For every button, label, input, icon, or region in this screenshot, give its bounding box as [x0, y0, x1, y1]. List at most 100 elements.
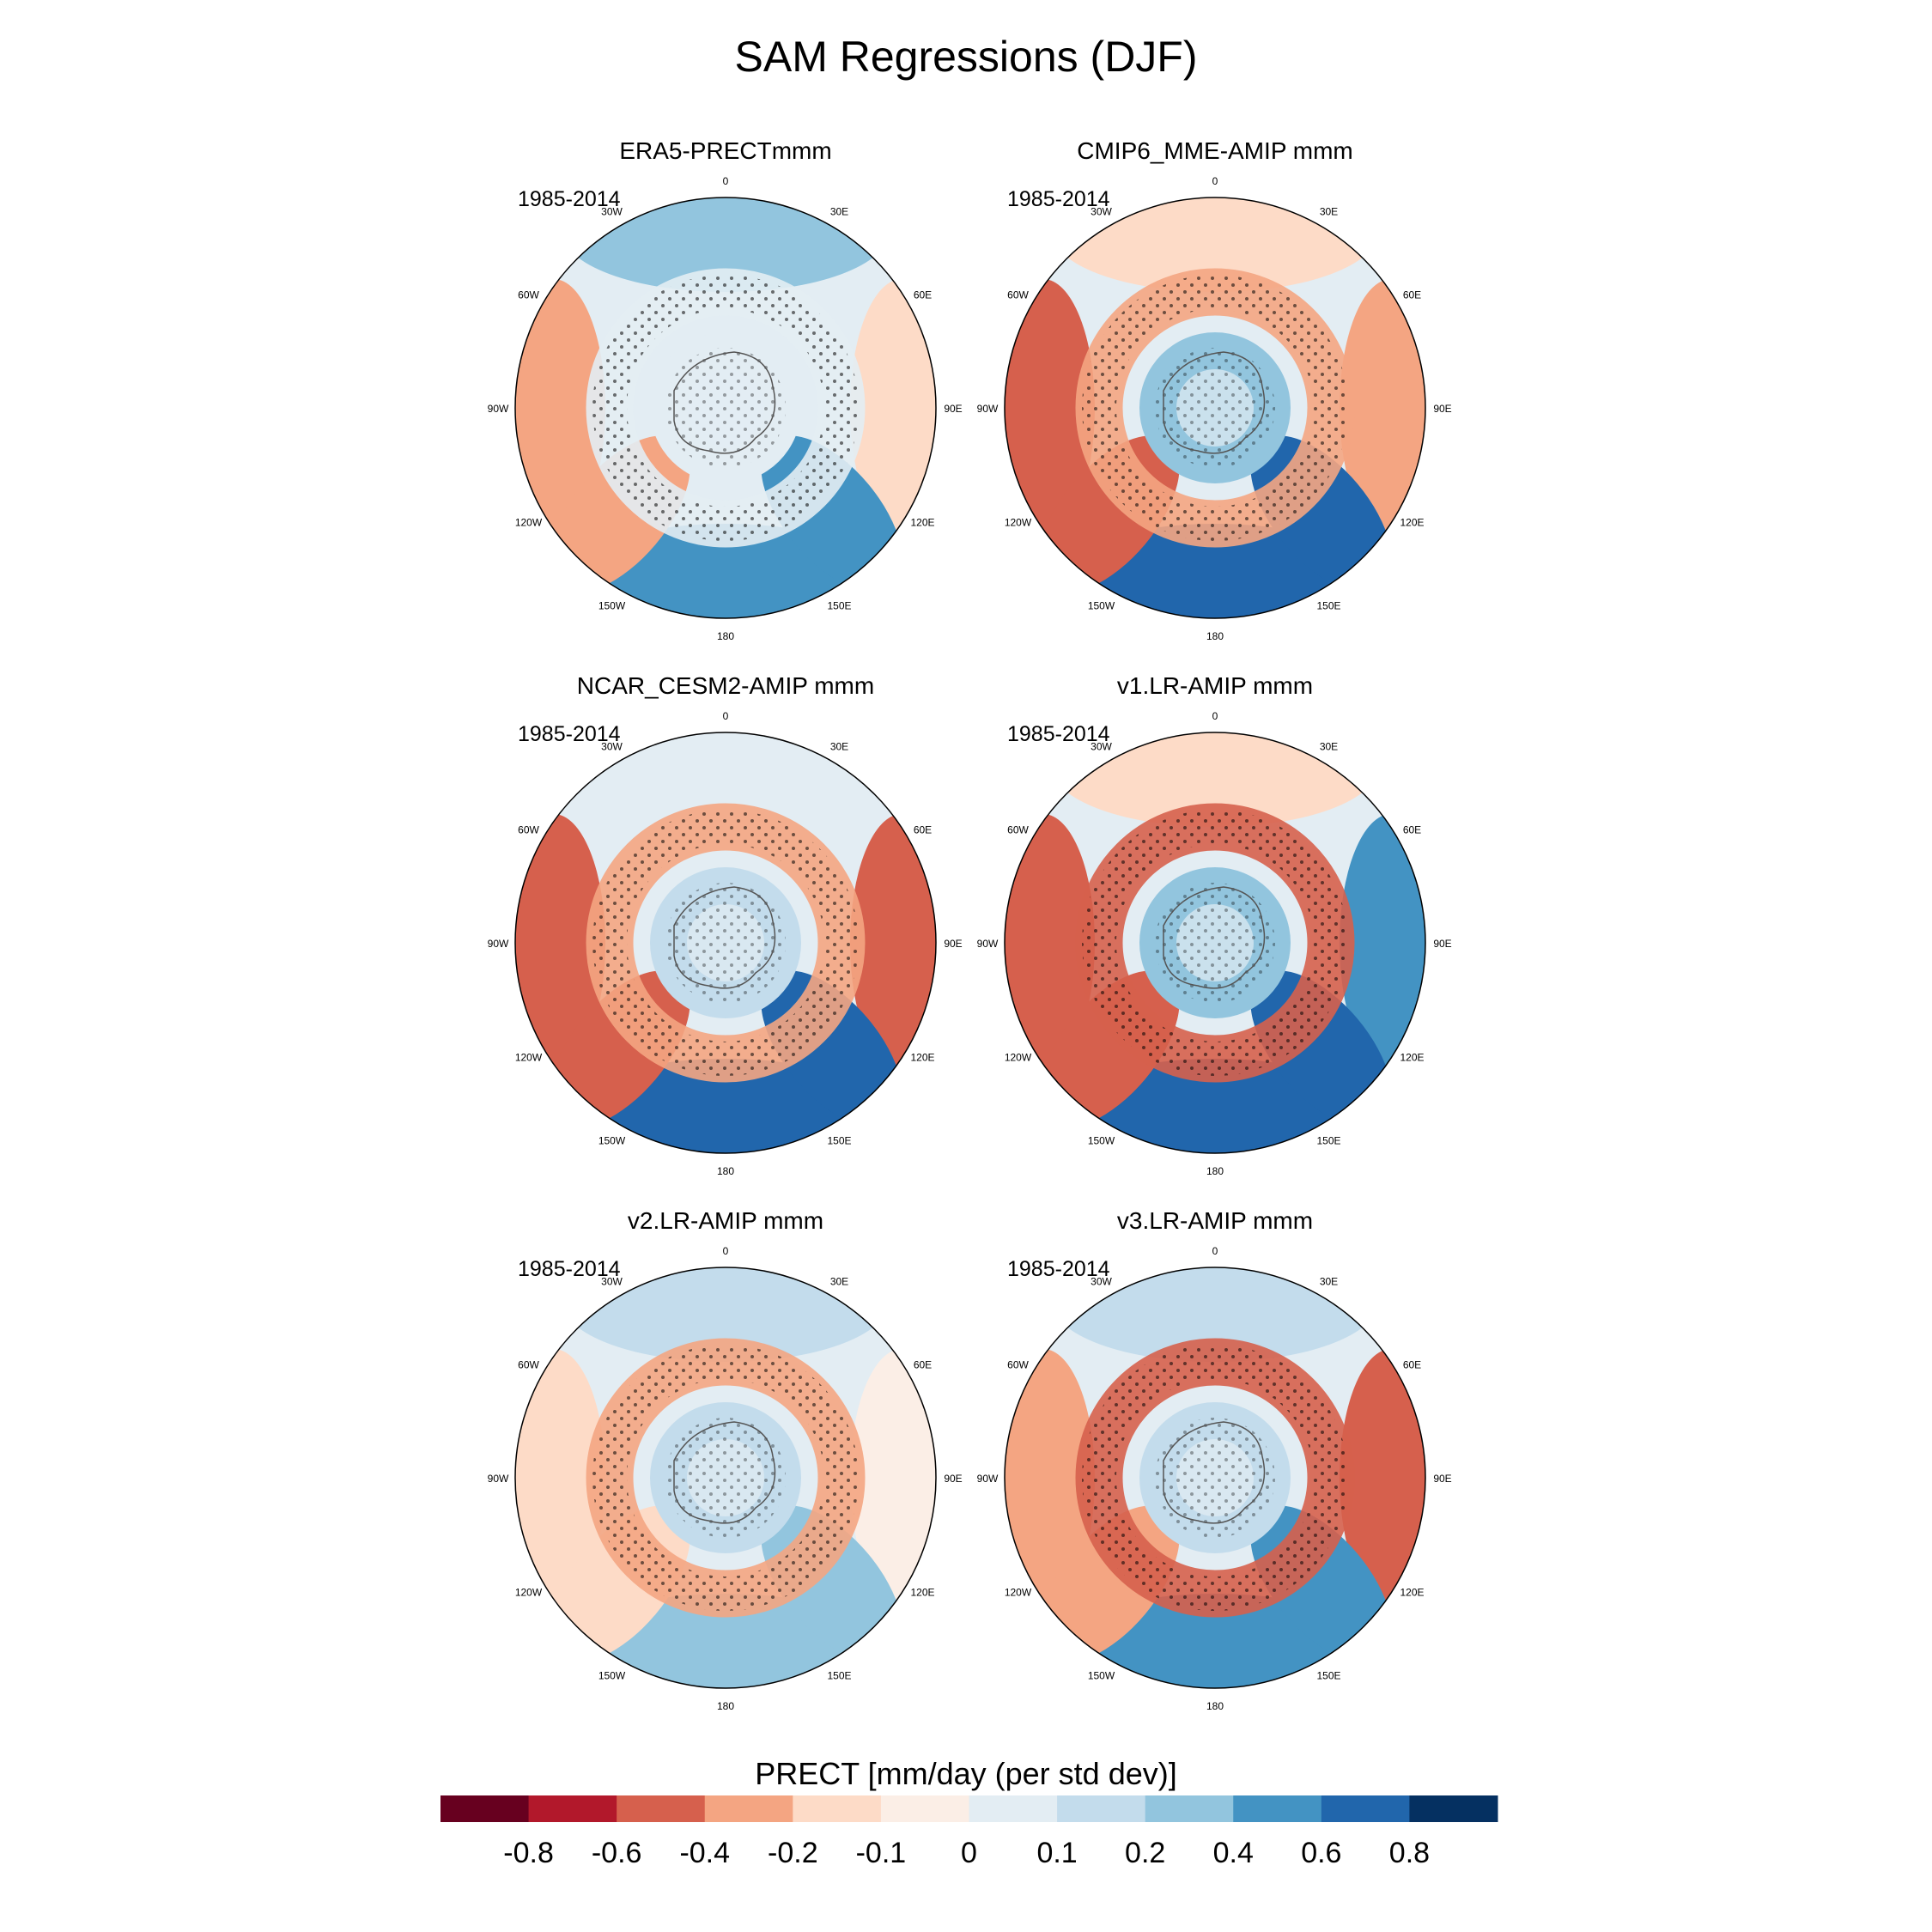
- longitude-label: 30E: [1320, 1276, 1338, 1288]
- colorbar-label: PRECT [mm/day (per std dev)]: [755, 1756, 1176, 1791]
- longitude-label: 90W: [977, 403, 999, 415]
- longitude-label: 150W: [1088, 1669, 1115, 1681]
- panel-period: 1985-2014: [518, 187, 621, 211]
- panel-period: 1985-2014: [518, 1257, 621, 1281]
- longitude-label: 60E: [1403, 1359, 1421, 1371]
- longitude-label: 60E: [914, 824, 932, 836]
- longitude-label: 120E: [910, 1587, 934, 1599]
- longitude-label: 60E: [914, 289, 932, 301]
- longitude-label: 90W: [977, 938, 999, 950]
- polar-map: [515, 1267, 936, 1688]
- longitude-label: 180: [717, 1165, 734, 1177]
- panel-period: 1985-2014: [1007, 722, 1110, 746]
- anomaly-region: [1005, 814, 1095, 1072]
- longitude-label: 120E: [910, 517, 934, 529]
- panel-grid: ERA5-PRECTmmm 1985-2014 0 30E 60E 90E 120E 150E…: [488, 137, 1452, 1712]
- colorbar-swatch: [1321, 1795, 1410, 1822]
- longitude-label: 90E: [1433, 403, 1451, 415]
- longitude-label: 180: [1206, 630, 1224, 642]
- longitude-label: 0: [723, 710, 729, 722]
- longitude-label: 90W: [488, 938, 509, 950]
- antarctica-coastline: [673, 1421, 776, 1524]
- panel-title: NCAR_CESM2-AMIP mmm: [577, 672, 874, 699]
- longitude-label: 180: [717, 1700, 734, 1712]
- colorbar-tick-label: 0.4: [1213, 1837, 1254, 1869]
- panel-period: 1985-2014: [1007, 187, 1110, 211]
- polar-map: [515, 732, 936, 1153]
- colorbar-tick-label: 0.8: [1389, 1837, 1430, 1869]
- longitude-label: 60W: [518, 1359, 539, 1371]
- colorbar-swatch: [440, 1795, 530, 1822]
- panel-title: v3.LR-AMIP mmm: [1117, 1207, 1313, 1234]
- polar-map: [515, 197, 936, 618]
- longitude-label: 60E: [914, 1359, 932, 1371]
- panel-title: v2.LR-AMIP mmm: [628, 1207, 823, 1234]
- antarctica-coastline: [673, 886, 776, 989]
- longitude-label: 60W: [1007, 824, 1029, 836]
- colorbar-tick-label: 0.1: [1036, 1837, 1077, 1869]
- colorbar-swatch: [880, 1795, 969, 1822]
- longitude-label: 60W: [1007, 1359, 1029, 1371]
- colorbar-swatch: [1233, 1795, 1322, 1822]
- longitude-label: 90W: [488, 403, 509, 415]
- anomaly-region: [515, 279, 605, 537]
- map-panel: v1.LR-AMIP mmm 1985-2014 0 30E 60E 90E 120E 150…: [977, 672, 1452, 1177]
- colorbar-swatch: [704, 1795, 793, 1822]
- longitude-label: 150W: [598, 1669, 626, 1681]
- longitude-label: 180: [1206, 1165, 1224, 1177]
- colorbar-swatch: [1145, 1795, 1234, 1822]
- antarctica-coastline: [673, 351, 776, 454]
- antarctica-coastline: [1163, 1421, 1266, 1524]
- colorbar-tick-label: -0.4: [679, 1837, 730, 1869]
- panel-title: v1.LR-AMIP mmm: [1117, 672, 1313, 699]
- map-panel: CMIP6_MME-AMIP mmm 1985-2014 0 30E 60E 90E 120…: [977, 137, 1452, 642]
- longitude-label: 30E: [1320, 741, 1338, 753]
- longitude-label: 90E: [944, 403, 962, 415]
- longitude-label: 120W: [1005, 1052, 1032, 1064]
- antarctica-coastline: [1163, 886, 1266, 989]
- longitude-label: 60E: [1403, 289, 1421, 301]
- colorbar-tick-label: 0.6: [1301, 1837, 1341, 1869]
- antarctica-coastline: [1163, 351, 1266, 454]
- longitude-label: 180: [1206, 1700, 1224, 1712]
- colorbar-swatch: [617, 1795, 706, 1822]
- longitude-label: 120W: [515, 1587, 543, 1599]
- longitude-label: 150W: [1088, 599, 1115, 611]
- longitude-label: 90E: [1433, 938, 1451, 950]
- colorbar-swatch: [1057, 1795, 1146, 1822]
- colorbar-swatch: [969, 1795, 1058, 1822]
- anomaly-region: [1005, 279, 1095, 537]
- longitude-label: 30W: [1091, 206, 1112, 218]
- polar-map: [1005, 732, 1425, 1153]
- colorbar-tick-label: 0.2: [1125, 1837, 1165, 1869]
- panel-period: 1985-2014: [518, 722, 621, 746]
- colorbar-tick-label: -0.2: [768, 1837, 818, 1869]
- longitude-label: 150E: [827, 1134, 851, 1146]
- longitude-label: 120E: [1400, 1052, 1424, 1064]
- longitude-label: 90W: [977, 1473, 999, 1485]
- longitude-label: 120E: [1400, 1587, 1424, 1599]
- longitude-label: 30W: [601, 1276, 623, 1288]
- longitude-label: 180: [717, 630, 734, 642]
- longitude-label: 120W: [1005, 1587, 1032, 1599]
- longitude-label: 30E: [830, 206, 848, 218]
- anomaly-region: [515, 814, 605, 1072]
- longitude-label: 120E: [910, 1052, 934, 1064]
- map-panel: ERA5-PRECTmmm 1985-2014 0 30E 60E 90E 120E 150E…: [488, 137, 963, 642]
- polar-map: [1005, 197, 1425, 618]
- longitude-label: 30W: [601, 206, 623, 218]
- colorbar-tick-label: -0.8: [503, 1837, 554, 1869]
- longitude-label: 30E: [830, 1276, 848, 1288]
- colorbar-tick-label: -0.6: [592, 1837, 642, 1869]
- longitude-label: 30W: [1091, 1276, 1112, 1288]
- longitude-label: 150E: [827, 599, 851, 611]
- longitude-label: 30E: [830, 741, 848, 753]
- longitude-label: 150E: [827, 1669, 851, 1681]
- longitude-label: 60W: [518, 289, 539, 301]
- longitude-label: 90E: [944, 938, 962, 950]
- longitude-label: 120W: [515, 517, 543, 529]
- colorbar-swatch: [1409, 1795, 1498, 1822]
- anomaly-region: [1005, 1349, 1095, 1607]
- longitude-label: 150W: [1088, 1134, 1115, 1146]
